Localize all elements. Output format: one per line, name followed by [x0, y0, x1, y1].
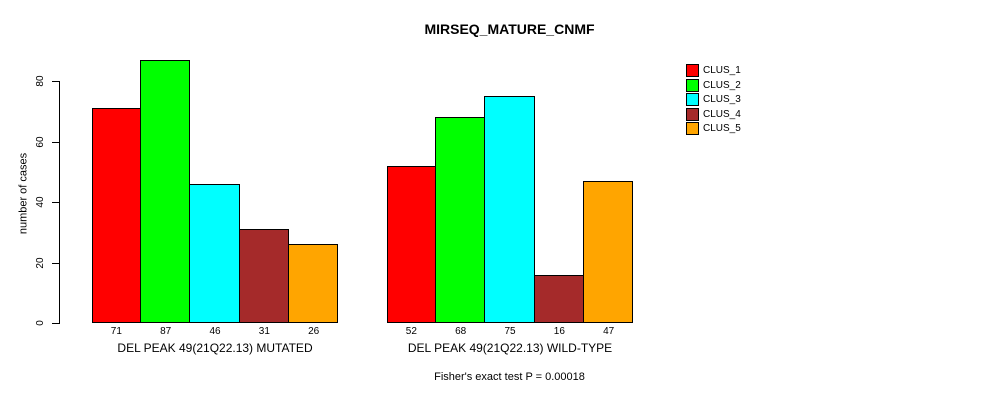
- y-axis-tick-label: 20: [35, 257, 46, 269]
- legend-swatch-clus_3: [686, 93, 699, 106]
- bar-clus_5-group2: [583, 180, 634, 323]
- bar-value-label: 71: [110, 326, 122, 337]
- bar-clus_3-group2: [484, 96, 535, 323]
- y-axis-tick-label: 40: [35, 196, 46, 208]
- bar-clus_4-group1: [238, 229, 290, 323]
- bar-value-label: 52: [405, 326, 417, 337]
- y-axis-line: [59, 81, 60, 324]
- legend-item-label: CLUS_1: [703, 65, 741, 76]
- y-axis-tick: [52, 263, 59, 264]
- y-axis-tick: [52, 323, 59, 324]
- legend-item: CLUS_3: [686, 93, 741, 106]
- x-axis-group-label: DEL PEAK 49(21Q22.13) MUTATED: [117, 341, 313, 355]
- bar-value-label: 68: [455, 326, 467, 337]
- legend-item: CLUS_2: [686, 78, 741, 92]
- y-axis-tick-label: 0: [35, 320, 46, 326]
- bar-value-label: 46: [209, 326, 221, 337]
- bar-clus_1-group2: [386, 165, 437, 323]
- bar-clus_2-group1: [140, 59, 191, 323]
- legend-item-label: CLUS_4: [703, 108, 741, 120]
- y-axis-tick: [52, 202, 59, 203]
- y-axis-tick-label: 80: [35, 75, 46, 87]
- bar-value-label: 47: [603, 326, 615, 337]
- legend-swatch-clus_5: [686, 122, 699, 135]
- fisher-test-annotation: Fisher's exact test P = 0.00018: [434, 371, 585, 383]
- bar-clus_3-group1: [189, 183, 240, 323]
- bar-clus_5-group1: [288, 244, 339, 323]
- y-axis-tick-label: 60: [35, 136, 46, 148]
- legend-item-label: CLUS_5: [703, 123, 741, 134]
- legend-item-label: CLUS_3: [703, 94, 741, 105]
- y-axis-tick: [52, 81, 59, 82]
- bar-clus_2-group2: [435, 117, 486, 323]
- bar-value-label: 31: [258, 326, 270, 337]
- legend-item: CLUS_4: [686, 107, 741, 121]
- x-axis-group-label: DEL PEAK 49(21Q22.13) WILD-TYPE: [407, 341, 613, 355]
- legend-swatch-clus_1: [686, 64, 699, 77]
- y-axis-tick: [52, 142, 59, 143]
- bar-clus_4-group2: [533, 274, 585, 323]
- bar-value-label: 16: [553, 326, 565, 337]
- chart-title: MIRSEQ_MATURE_CNMF: [424, 21, 595, 37]
- bar-value-label: 75: [504, 326, 516, 337]
- bar-value-label: 26: [308, 326, 320, 337]
- bar-value-label: 87: [160, 326, 172, 337]
- legend-item: CLUS_1: [686, 64, 741, 77]
- legend-item: CLUS_5: [686, 122, 741, 135]
- bar-clus_1-group1: [91, 108, 142, 323]
- legend: CLUS_1 CLUS_2 CLUS_3 CLUS_4 CLUS_5: [686, 64, 741, 137]
- legend-item-label: CLUS_2: [703, 79, 741, 91]
- legend-swatch-clus_4: [686, 107, 699, 121]
- legend-swatch-clus_2: [686, 78, 699, 92]
